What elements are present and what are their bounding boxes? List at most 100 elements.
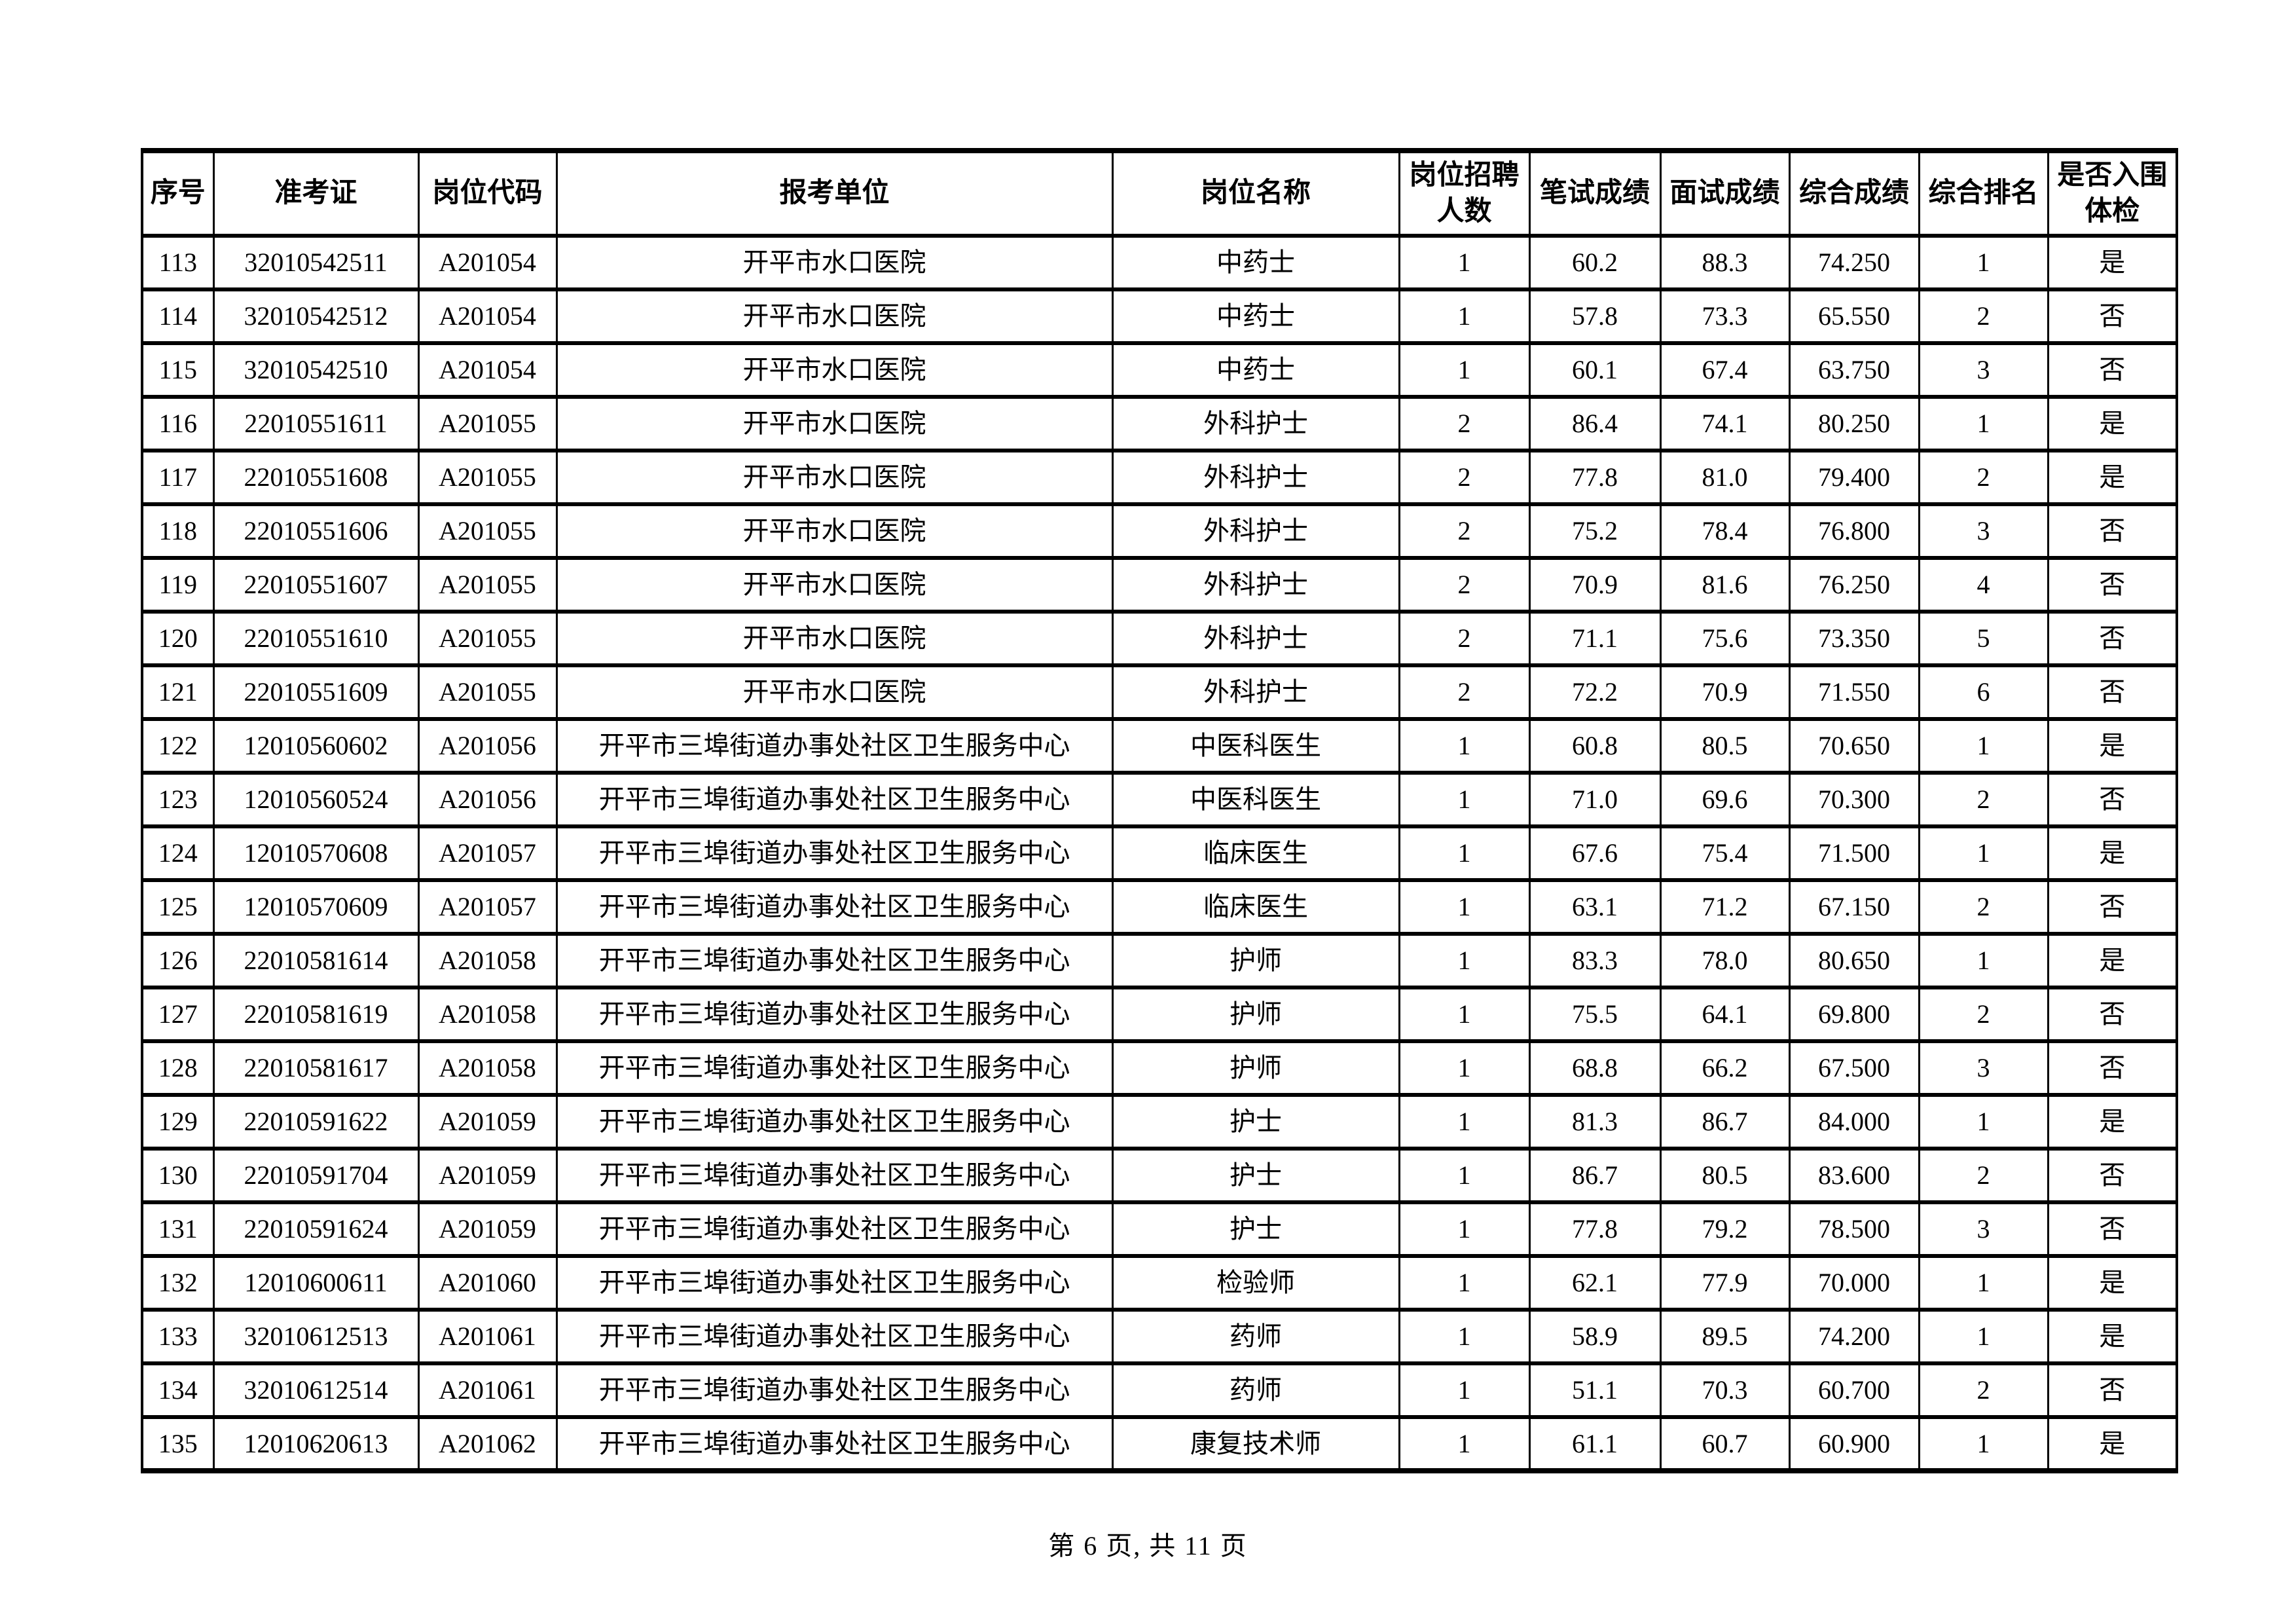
cell-serial-number: 129 <box>141 1093 215 1151</box>
cell-exam-ticket-number: 32010542510 <box>212 341 420 399</box>
cell-serial-number: 113 <box>141 234 215 291</box>
cell-position-name: 药师 <box>1111 1308 1400 1365</box>
cell-recruit-headcount: 1 <box>1398 771 1531 828</box>
cell-position-code: A201059 <box>417 1093 558 1151</box>
table-row: 125 12010570609 A201057 开平市三埠街道办事处社区卫生服务中心临… <box>141 878 2178 936</box>
cell-recruit-headcount: 1 <box>1398 986 1531 1043</box>
cell-applying-unit: 开平市三埠街道办事处社区卫生服务中心 <box>555 878 1114 936</box>
cell-overall-score: 71.550 <box>1788 663 1920 721</box>
cell-overall-score: 69.800 <box>1788 986 1920 1043</box>
cell-exam-ticket-number: 22010551606 <box>212 502 420 560</box>
cell-recruit-headcount: 1 <box>1398 1147 1531 1204</box>
cell-recruit-headcount: 2 <box>1398 556 1531 614</box>
cell-exam-ticket-number: 22010551607 <box>212 556 420 614</box>
cell-serial-number: 118 <box>141 502 215 560</box>
column-header-serial-number: 序号 <box>141 149 215 238</box>
cell-position-code: A201055 <box>417 449 558 506</box>
cell-position-code: A201061 <box>417 1308 558 1365</box>
cell-overall-rank: 3 <box>1918 502 2049 560</box>
cell-interview-score: 78.4 <box>1659 502 1791 560</box>
cell-position-name: 中药士 <box>1111 234 1400 291</box>
cell-exam-ticket-number: 32010542511 <box>212 234 420 291</box>
cell-exam-ticket-number: 22010551611 <box>212 395 420 452</box>
cell-overall-rank: 1 <box>1918 1308 2049 1365</box>
cell-position-code: A201055 <box>417 610 558 667</box>
cell-position-code: A201058 <box>417 932 558 989</box>
cell-interview-score: 78.0 <box>1659 932 1791 989</box>
column-header-position-code: 岗位代码 <box>417 149 558 238</box>
cell-serial-number: 123 <box>141 771 215 828</box>
cell-shortlisted-for-physical-exam: 否 <box>2047 663 2178 721</box>
cell-overall-score: 74.200 <box>1788 1308 1920 1365</box>
cell-written-score: 60.2 <box>1528 234 1662 291</box>
cell-overall-score: 80.250 <box>1788 395 1920 452</box>
cell-applying-unit: 开平市三埠街道办事处社区卫生服务中心 <box>555 1361 1114 1419</box>
cell-overall-score: 60.900 <box>1788 1415 1920 1473</box>
table-row: 124 12010570608 A201057 开平市三埠街道办事处社区卫生服务中心临… <box>141 824 2178 882</box>
cell-shortlisted-for-physical-exam: 否 <box>2047 1039 2178 1097</box>
column-header-exam-ticket-number: 准考证 <box>212 149 420 238</box>
cell-exam-ticket-number: 22010581614 <box>212 932 420 989</box>
cell-written-score: 86.4 <box>1528 395 1662 452</box>
cell-overall-score: 70.000 <box>1788 1254 1920 1312</box>
cell-position-code: A201054 <box>417 234 558 291</box>
cell-shortlisted-for-physical-exam: 否 <box>2047 502 2178 560</box>
cell-position-code: A201055 <box>417 556 558 614</box>
cell-applying-unit: 开平市三埠街道办事处社区卫生服务中心 <box>555 1093 1114 1151</box>
cell-overall-score: 73.350 <box>1788 610 1920 667</box>
cell-shortlisted-for-physical-exam: 是 <box>2047 824 2178 882</box>
cell-overall-rank: 1 <box>1918 1093 2049 1151</box>
cell-serial-number: 132 <box>141 1254 215 1312</box>
cell-overall-rank: 2 <box>1918 1147 2049 1204</box>
cell-position-name: 外科护士 <box>1111 610 1400 667</box>
cell-serial-number: 124 <box>141 824 215 882</box>
cell-position-code: A201056 <box>417 771 558 828</box>
cell-recruit-headcount: 1 <box>1398 878 1531 936</box>
table-row: 129 22010591622 A201059 开平市三埠街道办事处社区卫生服务中心护… <box>141 1093 2178 1151</box>
table-row: 115 32010542510 A201054 开平市水口医院 中药士 1 60.1 67.4… <box>141 341 2178 399</box>
cell-recruit-headcount: 1 <box>1398 287 1531 345</box>
cell-exam-ticket-number: 22010581619 <box>212 986 420 1043</box>
cell-position-name: 护士 <box>1111 1147 1400 1204</box>
cell-overall-score: 76.800 <box>1788 502 1920 560</box>
cell-applying-unit: 开平市水口医院 <box>555 395 1114 452</box>
cell-position-name: 中药士 <box>1111 341 1400 399</box>
cell-exam-ticket-number: 22010591622 <box>212 1093 420 1151</box>
cell-shortlisted-for-physical-exam: 否 <box>2047 287 2178 345</box>
cell-shortlisted-for-physical-exam: 是 <box>2047 1415 2178 1473</box>
cell-recruit-headcount: 1 <box>1398 1308 1531 1365</box>
cell-serial-number: 130 <box>141 1147 215 1204</box>
cell-position-code: A201059 <box>417 1200 558 1258</box>
cell-position-code: A201057 <box>417 824 558 882</box>
cell-recruit-headcount: 1 <box>1398 1093 1531 1151</box>
cell-position-code: A201059 <box>417 1147 558 1204</box>
column-header-shortlisted-for-physical-exam: 是否入围体检 <box>2047 149 2178 238</box>
table-body: 113 32010542511 A201054 开平市水口医院 中药士 1 60.2 88.3… <box>141 234 2178 1473</box>
cell-overall-rank: 5 <box>1918 610 2049 667</box>
cell-exam-ticket-number: 22010591704 <box>212 1147 420 1204</box>
table-row: 121 22010551609 A201055 开平市水口医院 外科护士 2 72.2 70.… <box>141 663 2178 721</box>
table-row: 118 22010551606 A201055 开平市水口医院 外科护士 2 75.2 78.… <box>141 502 2178 560</box>
cell-written-score: 62.1 <box>1528 1254 1662 1312</box>
cell-interview-score: 60.7 <box>1659 1415 1791 1473</box>
cell-position-name: 护师 <box>1111 986 1400 1043</box>
cell-serial-number: 122 <box>141 717 215 775</box>
cell-recruit-headcount: 1 <box>1398 1415 1531 1473</box>
cell-interview-score: 73.3 <box>1659 287 1791 345</box>
cell-overall-score: 84.000 <box>1788 1093 1920 1151</box>
cell-overall-rank: 2 <box>1918 771 2049 828</box>
cell-position-code: A201055 <box>417 663 558 721</box>
cell-overall-rank: 1 <box>1918 1254 2049 1312</box>
cell-shortlisted-for-physical-exam: 否 <box>2047 986 2178 1043</box>
cell-overall-rank: 2 <box>1918 878 2049 936</box>
cell-overall-score: 76.250 <box>1788 556 1920 614</box>
cell-recruit-headcount: 2 <box>1398 449 1531 506</box>
cell-recruit-headcount: 1 <box>1398 932 1531 989</box>
cell-exam-ticket-number: 22010551609 <box>212 663 420 721</box>
cell-shortlisted-for-physical-exam: 否 <box>2047 1147 2178 1204</box>
cell-interview-score: 88.3 <box>1659 234 1791 291</box>
cell-applying-unit: 开平市三埠街道办事处社区卫生服务中心 <box>555 717 1114 775</box>
cell-overall-score: 83.600 <box>1788 1147 1920 1204</box>
cell-serial-number: 121 <box>141 663 215 721</box>
cell-overall-rank: 1 <box>1918 395 2049 452</box>
